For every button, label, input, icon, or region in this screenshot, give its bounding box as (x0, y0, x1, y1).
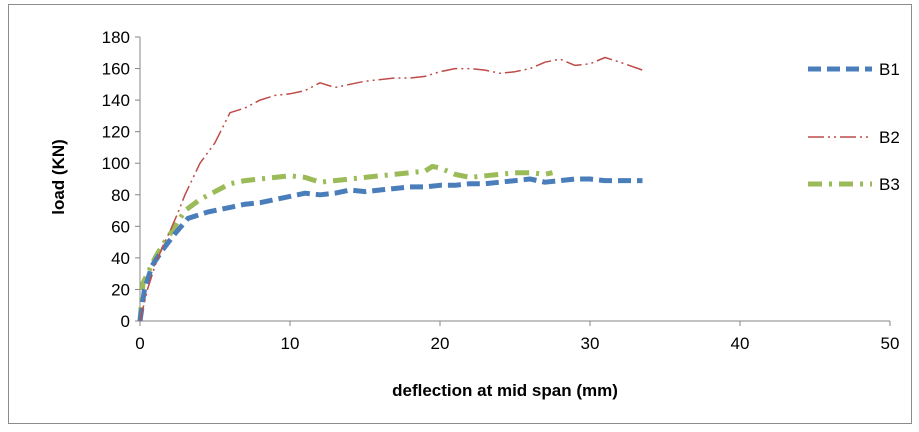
series-line-b2 (139, 56, 643, 322)
x-tick-label: 30 (581, 334, 600, 353)
y-tick-label: 80 (111, 186, 130, 205)
legend: B1 B2 B3 (808, 60, 900, 194)
legend-label-b2: B2 (879, 128, 900, 147)
legend-label-b1: B1 (879, 60, 900, 79)
legend-label-b3: B3 (879, 175, 900, 194)
axes (139, 37, 890, 322)
series-line-b3 (137, 163, 554, 322)
y-tick-label: 180 (102, 28, 130, 47)
x-tick-label: 10 (281, 334, 300, 353)
x-axis-ticks: 0 10 20 30 40 50 (135, 321, 899, 353)
y-tick-label: 60 (111, 217, 130, 236)
y-axis-ticks: 0 20 40 60 80 100 120 140 160 180 (102, 28, 140, 331)
y-tick-label: 20 (111, 280, 130, 299)
y-tick-label: 40 (111, 249, 130, 268)
x-tick-label: 0 (135, 334, 144, 353)
y-tick-label: 100 (102, 154, 130, 173)
series-lines (137, 56, 643, 322)
y-tick-label: 160 (102, 60, 130, 79)
chart-area (8, 4, 912, 424)
y-tick-label: 0 (121, 312, 130, 331)
y-axis-title: load (KN) (49, 139, 68, 215)
x-tick-label: 40 (731, 334, 750, 353)
x-axis-title: deflection at mid span (mm) (392, 381, 618, 400)
y-tick-label: 140 (102, 91, 130, 110)
x-tick-label: 50 (881, 334, 900, 353)
x-tick-label: 20 (431, 334, 450, 353)
y-tick-label: 120 (102, 123, 130, 142)
series-line-b1 (137, 176, 643, 322)
